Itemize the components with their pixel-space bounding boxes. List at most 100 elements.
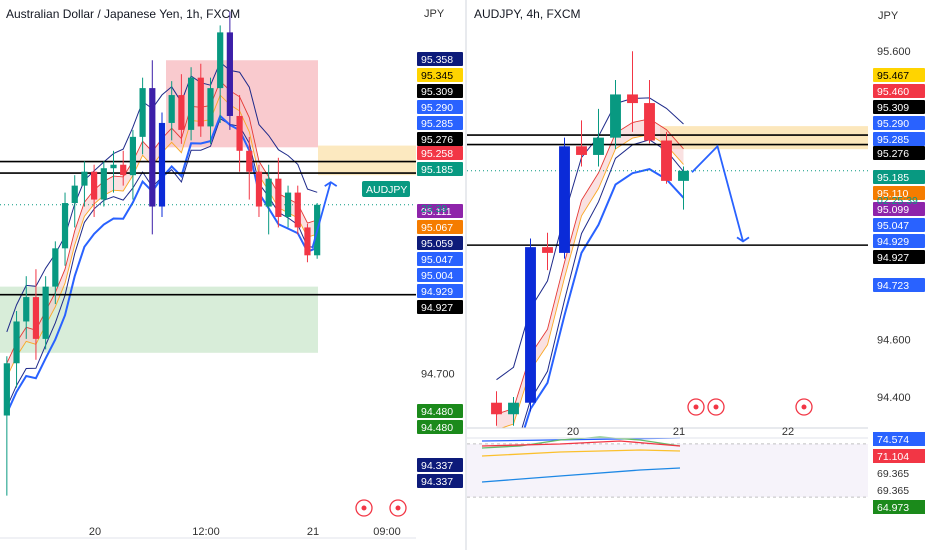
r-x-tick-0: 20 [567,426,579,438]
l-x-tick-3: 09:00 [373,526,401,538]
r-price-label-bg-12 [873,278,925,292]
r-price-label-text-10: 94.929 [877,236,909,248]
l-candle-19 [187,77,195,130]
r-price-label-bg-4 [873,132,925,146]
right-candles [491,51,689,426]
right-overlay [687,144,813,416]
l-price-label-2: 95.309 [417,84,463,98]
left-price-axis[interactable]: 95.60094.70094.60095.35895.34595.30995.2… [417,0,465,520]
osc-label-bg-1 [873,449,925,463]
r-price-label-text-12: 94.723 [877,280,909,292]
l-price-label-bg-10 [417,236,463,250]
r-candle-8 [627,94,638,104]
right-oscillator-pane[interactable] [467,427,868,512]
l-price-label-bg-16 [417,420,463,434]
l-price-label-4: 95.285 [417,116,463,130]
l-candle-12 [120,164,127,176]
r-price-label-5: 95.276 [873,146,925,160]
l-price-label-15: 94.480 [417,404,463,418]
l-price-label-17: 94.337 [417,458,463,472]
r-price-label-bg-5 [873,146,925,160]
r-price-label-9: 95.047 [873,218,925,232]
l-price-label-text-10: 95.059 [421,238,453,250]
left-chart-title: Australian Dollar / Japanese Yen, 1h, FX… [6,7,240,21]
l-candle-24 [236,115,243,151]
l-candle-9 [91,171,98,200]
r-price-label-text-2: 95.309 [877,102,909,114]
l-price-label-text-2: 95.309 [421,86,453,98]
left-time-axis[interactable]: 20 12:00 21 09:00 [0,526,416,539]
l-price-label-6: 95.258 [417,146,463,160]
l-candle-20 [197,77,204,127]
right-time-axis[interactable]: 20 21 22 [467,426,868,439]
r-price-label-bg-7 [873,186,925,200]
r-zone-0 [660,126,868,150]
r-event-dot-0 [693,404,699,410]
l-price-label-bg-7 [417,162,463,176]
r-price-label-3: 95.290 [873,116,925,130]
r-candle-6 [593,137,604,155]
l-candle-17 [168,95,175,123]
l-price-label-text-7: 95.185 [421,164,453,176]
r-price-label-bg-8 [873,202,925,216]
l-price-label-bg-4 [417,116,463,130]
l-price-label-text-0: 95.358 [421,54,453,66]
l-candle-7 [71,185,78,204]
r-price-label-8: 95.099 [873,202,925,216]
right-currency-label: JPY [878,10,899,22]
l-price-label-bg-18 [417,474,463,488]
l-candle-21 [207,88,214,127]
r-price-label-7: 95.110 [873,186,925,200]
left-chart-pane[interactable]: AUDJPY 95.60094.70094.60095.35895.34595.… [0,0,466,550]
l-candle-6 [61,203,69,249]
l-band-upper [6,61,318,333]
l-x-tick-1: 12:00 [192,526,220,538]
l-price-label-1: 95.345 [417,68,463,82]
r-fast-line [496,118,684,415]
r-candle-9 [644,103,655,141]
r-price-label-bg-10 [873,234,925,248]
l-candle-13 [129,136,137,176]
r-price-label-bg-3 [873,116,925,130]
l-price-label-text-13: 94.929 [421,286,453,298]
r-price-label-1: 95.460 [873,84,925,98]
right-zones [660,126,868,150]
l-candle-23 [226,32,233,116]
osc-band-fill [467,444,868,497]
l-price-label-bg-13 [417,284,463,298]
l-candle-27 [265,178,272,207]
l-price-label-bg-0 [417,52,463,66]
l-candle-30 [294,192,301,228]
r-price-label-text-3: 95.290 [877,118,909,130]
l-price-label-8: 95.111 [417,204,463,218]
l-price-label-bg-3 [417,100,463,114]
l-price-label-13: 94.929 [417,284,463,298]
r-price-label-text-9: 95.047 [877,220,909,232]
l-price-label-text-16: 94.480 [421,422,453,434]
r-candle-1 [508,402,519,415]
l-price-label-bg-5 [417,132,463,146]
r-band-lower [496,139,684,464]
r-price-label-text-1: 95.460 [877,86,909,98]
l-candle-2 [23,297,30,322]
l-price-label-bg-9 [417,220,463,234]
r-candle-7 [610,94,621,138]
r-price-label-text-5: 95.276 [877,148,909,160]
l-zone-1 [318,145,416,176]
l-price-label-bg-12 [417,268,463,282]
l-price-label-text-11: 95.047 [421,254,453,266]
l-price-label-text-12: 95.004 [421,270,453,282]
l-price-label-bg-2 [417,84,463,98]
right-price-axis[interactable]: 95.600 94.600 94.400 95.467 95.460 95.309 95.2… [873,0,929,514]
l-candle-28 [275,178,282,217]
r-x-tick-1: 21 [673,426,685,438]
l-candle-31 [304,227,311,256]
left-overlay: AUDJPY [311,181,410,517]
l-price-label-5: 95.276 [417,132,463,146]
r-price-label-12: 94.723 [873,278,925,292]
osc-line-red [481,440,681,447]
l-price-label-bg-14 [417,300,463,314]
l-candle-18 [178,95,185,130]
right-chart-pane[interactable]: 95.600 94.600 94.400 95.467 95.460 95.309 95.2… [467,0,929,514]
l-x-tick-0: 20 [89,526,101,538]
